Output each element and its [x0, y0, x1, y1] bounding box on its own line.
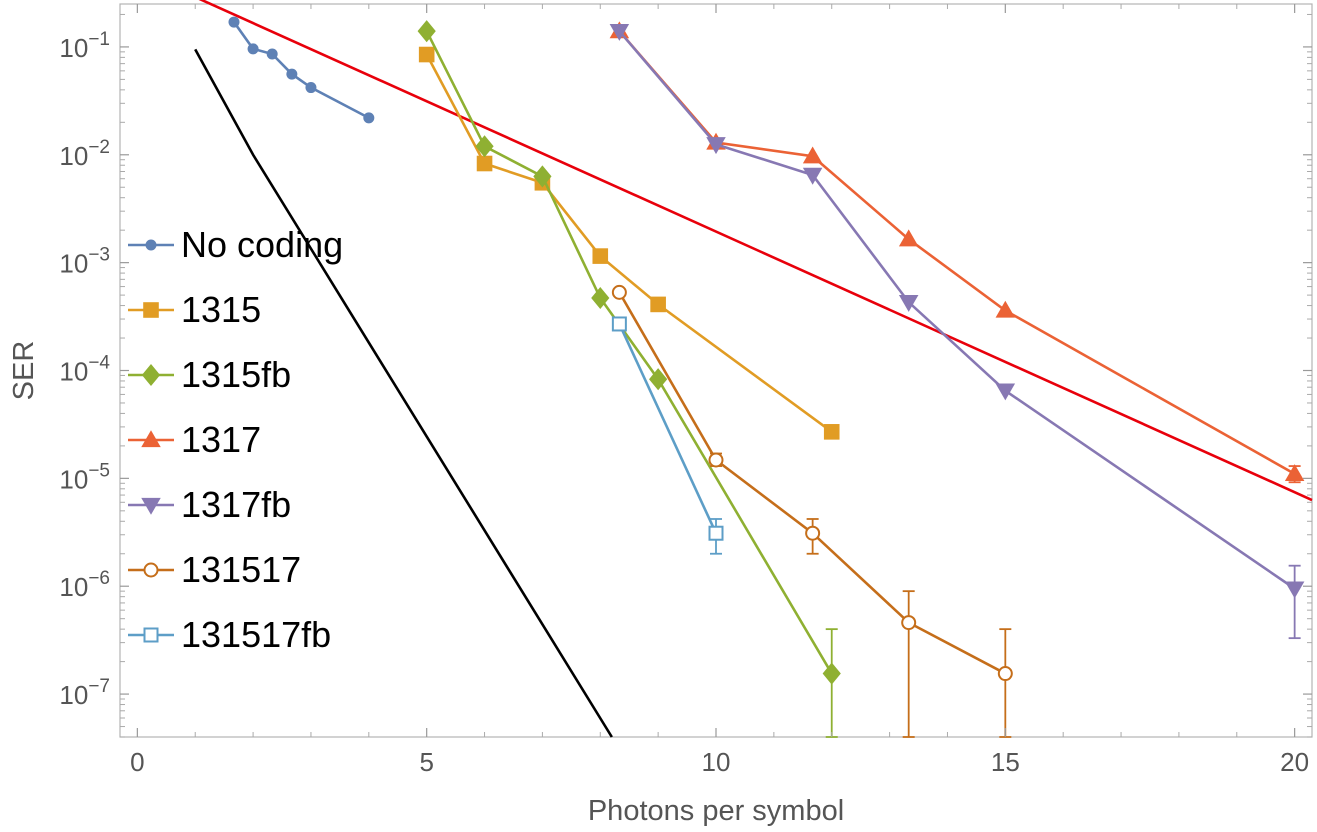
data-point: [533, 165, 552, 188]
series-1315: [418, 46, 840, 440]
data-point: [475, 135, 494, 158]
x-tick-label: 0: [130, 747, 144, 777]
y-tick-label: 10−3: [59, 245, 110, 279]
x-tick-label: 15: [991, 747, 1020, 777]
legend-item: No coding: [128, 224, 343, 265]
x-axis-title: Photons per symbol: [588, 795, 844, 827]
legend-label: 131517fb: [181, 614, 331, 655]
data-point: [143, 302, 159, 318]
y-tick-label: 10−7: [59, 676, 110, 710]
data-point: [417, 20, 436, 43]
y-tick-label: 10−4: [59, 353, 110, 387]
data-point: [708, 452, 724, 468]
y-tick-label: 10−1: [59, 29, 110, 63]
data-point: [591, 286, 610, 310]
reference-line: [194, 48, 613, 738]
data-point: [1284, 581, 1305, 599]
x-tick-label: 20: [1280, 747, 1309, 777]
legend-label: 1315: [181, 289, 261, 330]
data-point: [805, 525, 821, 541]
legend-label: 1317: [181, 419, 261, 460]
x-tick-label: 10: [702, 747, 731, 777]
data-point: [708, 525, 724, 541]
legend-item: 1315: [128, 289, 261, 330]
reference-line: [198, 0, 1313, 502]
data-point: [649, 368, 668, 391]
series-line: [425, 53, 833, 433]
data-point: [822, 662, 841, 685]
x-tick-label: 5: [419, 747, 433, 777]
data-point: [592, 248, 609, 264]
data-point: [286, 68, 298, 80]
legend: No coding 1315 1315fb 1317 1317fb 131517 13151…: [128, 224, 343, 655]
data-point: [141, 430, 161, 448]
series-no-coding: [228, 16, 375, 124]
data-point: [802, 167, 823, 185]
series-1317fb: [609, 24, 1305, 640]
data-point: [143, 627, 159, 643]
series-layer: [228, 16, 1305, 738]
legend-item: 1317fb: [128, 484, 291, 525]
legend-item: 131517fb: [128, 614, 331, 655]
data-point: [611, 316, 627, 332]
data-point: [611, 284, 627, 300]
data-point: [609, 24, 630, 41]
series-1315fb: [417, 20, 841, 738]
legend-label: 1317fb: [181, 484, 291, 525]
data-point: [995, 300, 1016, 318]
legend-label: No coding: [181, 224, 343, 265]
ticks-layer: 0 5 10 15 20 10−7 10−6 10−5 10−4 10−3 10−2 10−1: [59, 4, 1312, 777]
data-point: [898, 229, 919, 247]
data-point: [141, 363, 161, 387]
data-point: [228, 16, 240, 28]
data-point: [305, 82, 317, 94]
data-point: [823, 424, 840, 440]
series-line: [425, 30, 833, 675]
y-axis-title: SER: [8, 341, 40, 401]
y-tick-label: 10−6: [59, 568, 110, 602]
legend-item: 1317: [128, 419, 261, 460]
series-line: [618, 323, 718, 534]
data-point: [997, 666, 1013, 682]
data-point: [802, 146, 823, 164]
data-point: [650, 296, 666, 313]
data-point: [476, 155, 493, 172]
data-point: [266, 48, 278, 60]
data-point: [898, 295, 919, 312]
series-131517fb: [611, 316, 724, 555]
data-point: [1284, 464, 1305, 482]
reference-lines: [194, 0, 1313, 738]
legend-label: 131517: [181, 549, 301, 590]
data-point: [143, 562, 159, 578]
data-point: [141, 497, 161, 515]
data-point: [995, 383, 1016, 401]
legend-item: 131517: [128, 549, 301, 590]
series-131517: [611, 284, 1013, 738]
data-point: [418, 46, 435, 63]
data-point: [247, 43, 259, 55]
y-tick-label: 10−2: [59, 137, 110, 171]
series-line: [618, 30, 1296, 590]
y-tick-label: 10−5: [59, 460, 110, 494]
data-point: [363, 112, 375, 124]
legend-item: 1315fb: [128, 354, 291, 395]
data-point: [145, 239, 157, 251]
data-point: [901, 615, 917, 631]
data-point: [706, 137, 726, 155]
legend-label: 1315fb: [181, 354, 291, 395]
